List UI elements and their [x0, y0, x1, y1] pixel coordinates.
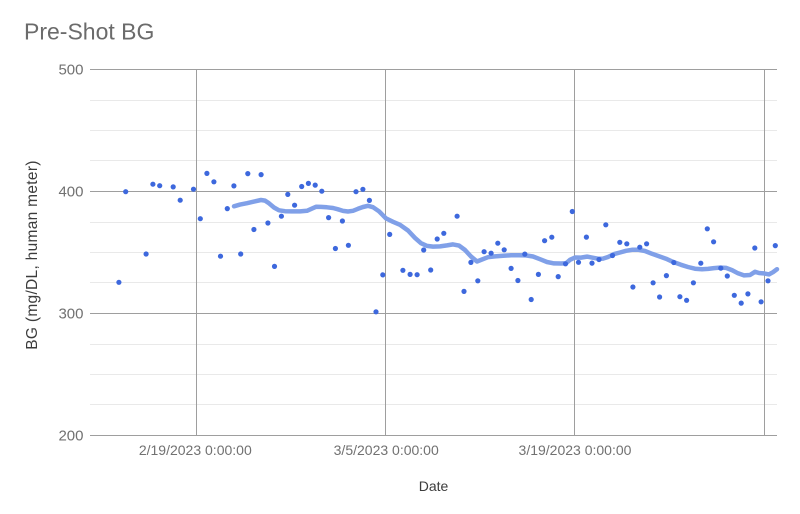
svg-text:3/19/2023 0:00:00: 3/19/2023 0:00:00 [519, 442, 632, 458]
svg-text:2/19/2023 0:00:00: 2/19/2023 0:00:00 [139, 442, 252, 458]
svg-text:400: 400 [58, 184, 83, 201]
svg-text:200: 200 [58, 428, 83, 445]
svg-text:BG (mg/DL, human meter): BG (mg/DL, human meter) [24, 160, 41, 350]
svg-text:3/5/2023 0:00:00: 3/5/2023 0:00:00 [334, 442, 439, 458]
svg-text:Pre-Shot BG: Pre-Shot BG [24, 19, 154, 45]
svg-text:300: 300 [58, 306, 83, 323]
svg-text:Date: Date [419, 478, 449, 494]
svg-text:500: 500 [58, 62, 83, 79]
